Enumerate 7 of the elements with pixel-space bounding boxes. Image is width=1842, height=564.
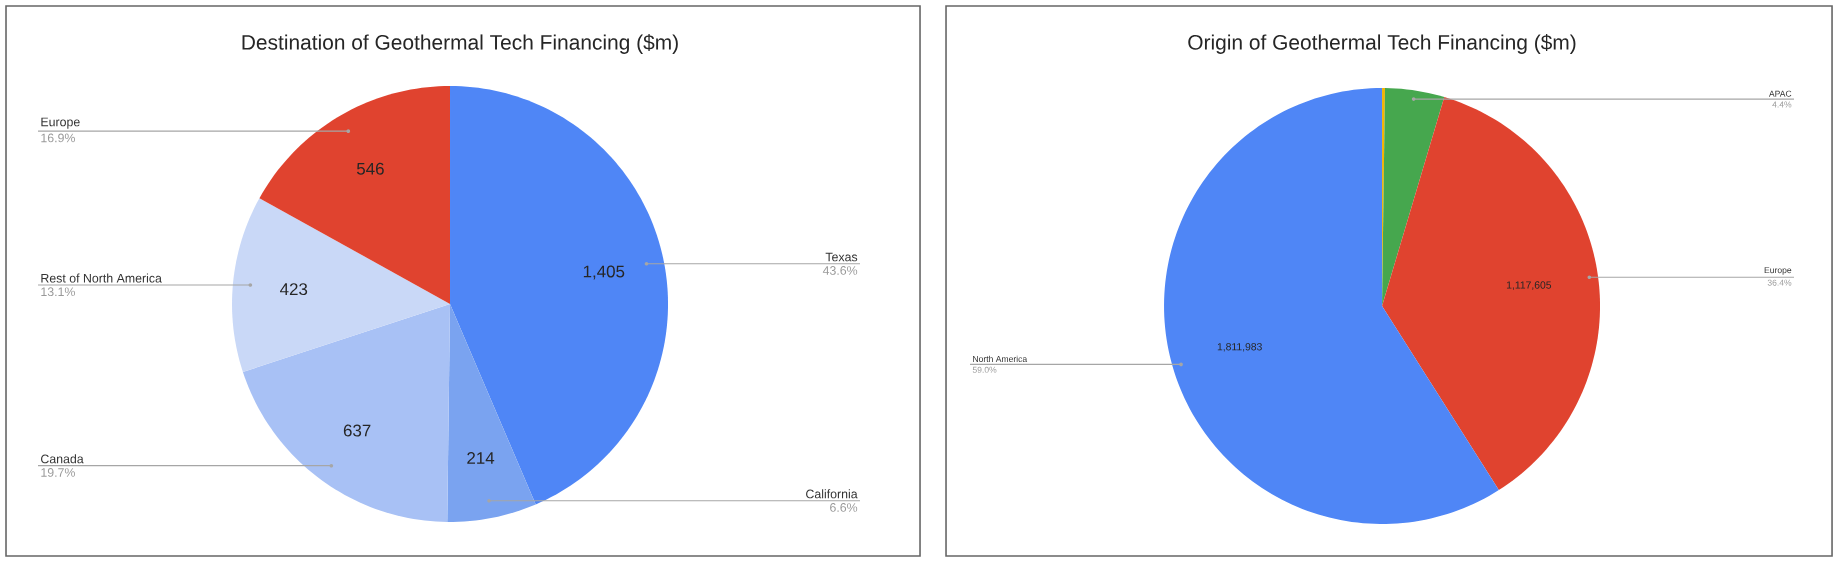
chart-title: Origin of Geothermal Tech Financing ($m) — [1188, 34, 1576, 54]
data-label: 637 — [343, 424, 371, 437]
data-label: 214 — [467, 452, 495, 464]
data-label: 423 — [280, 283, 308, 296]
data-label: 546 — [356, 162, 384, 175]
data-label: 1,405 — [583, 265, 625, 280]
chart-title: Destination of Geothermal Tech Financing ($m) — [242, 34, 678, 54]
